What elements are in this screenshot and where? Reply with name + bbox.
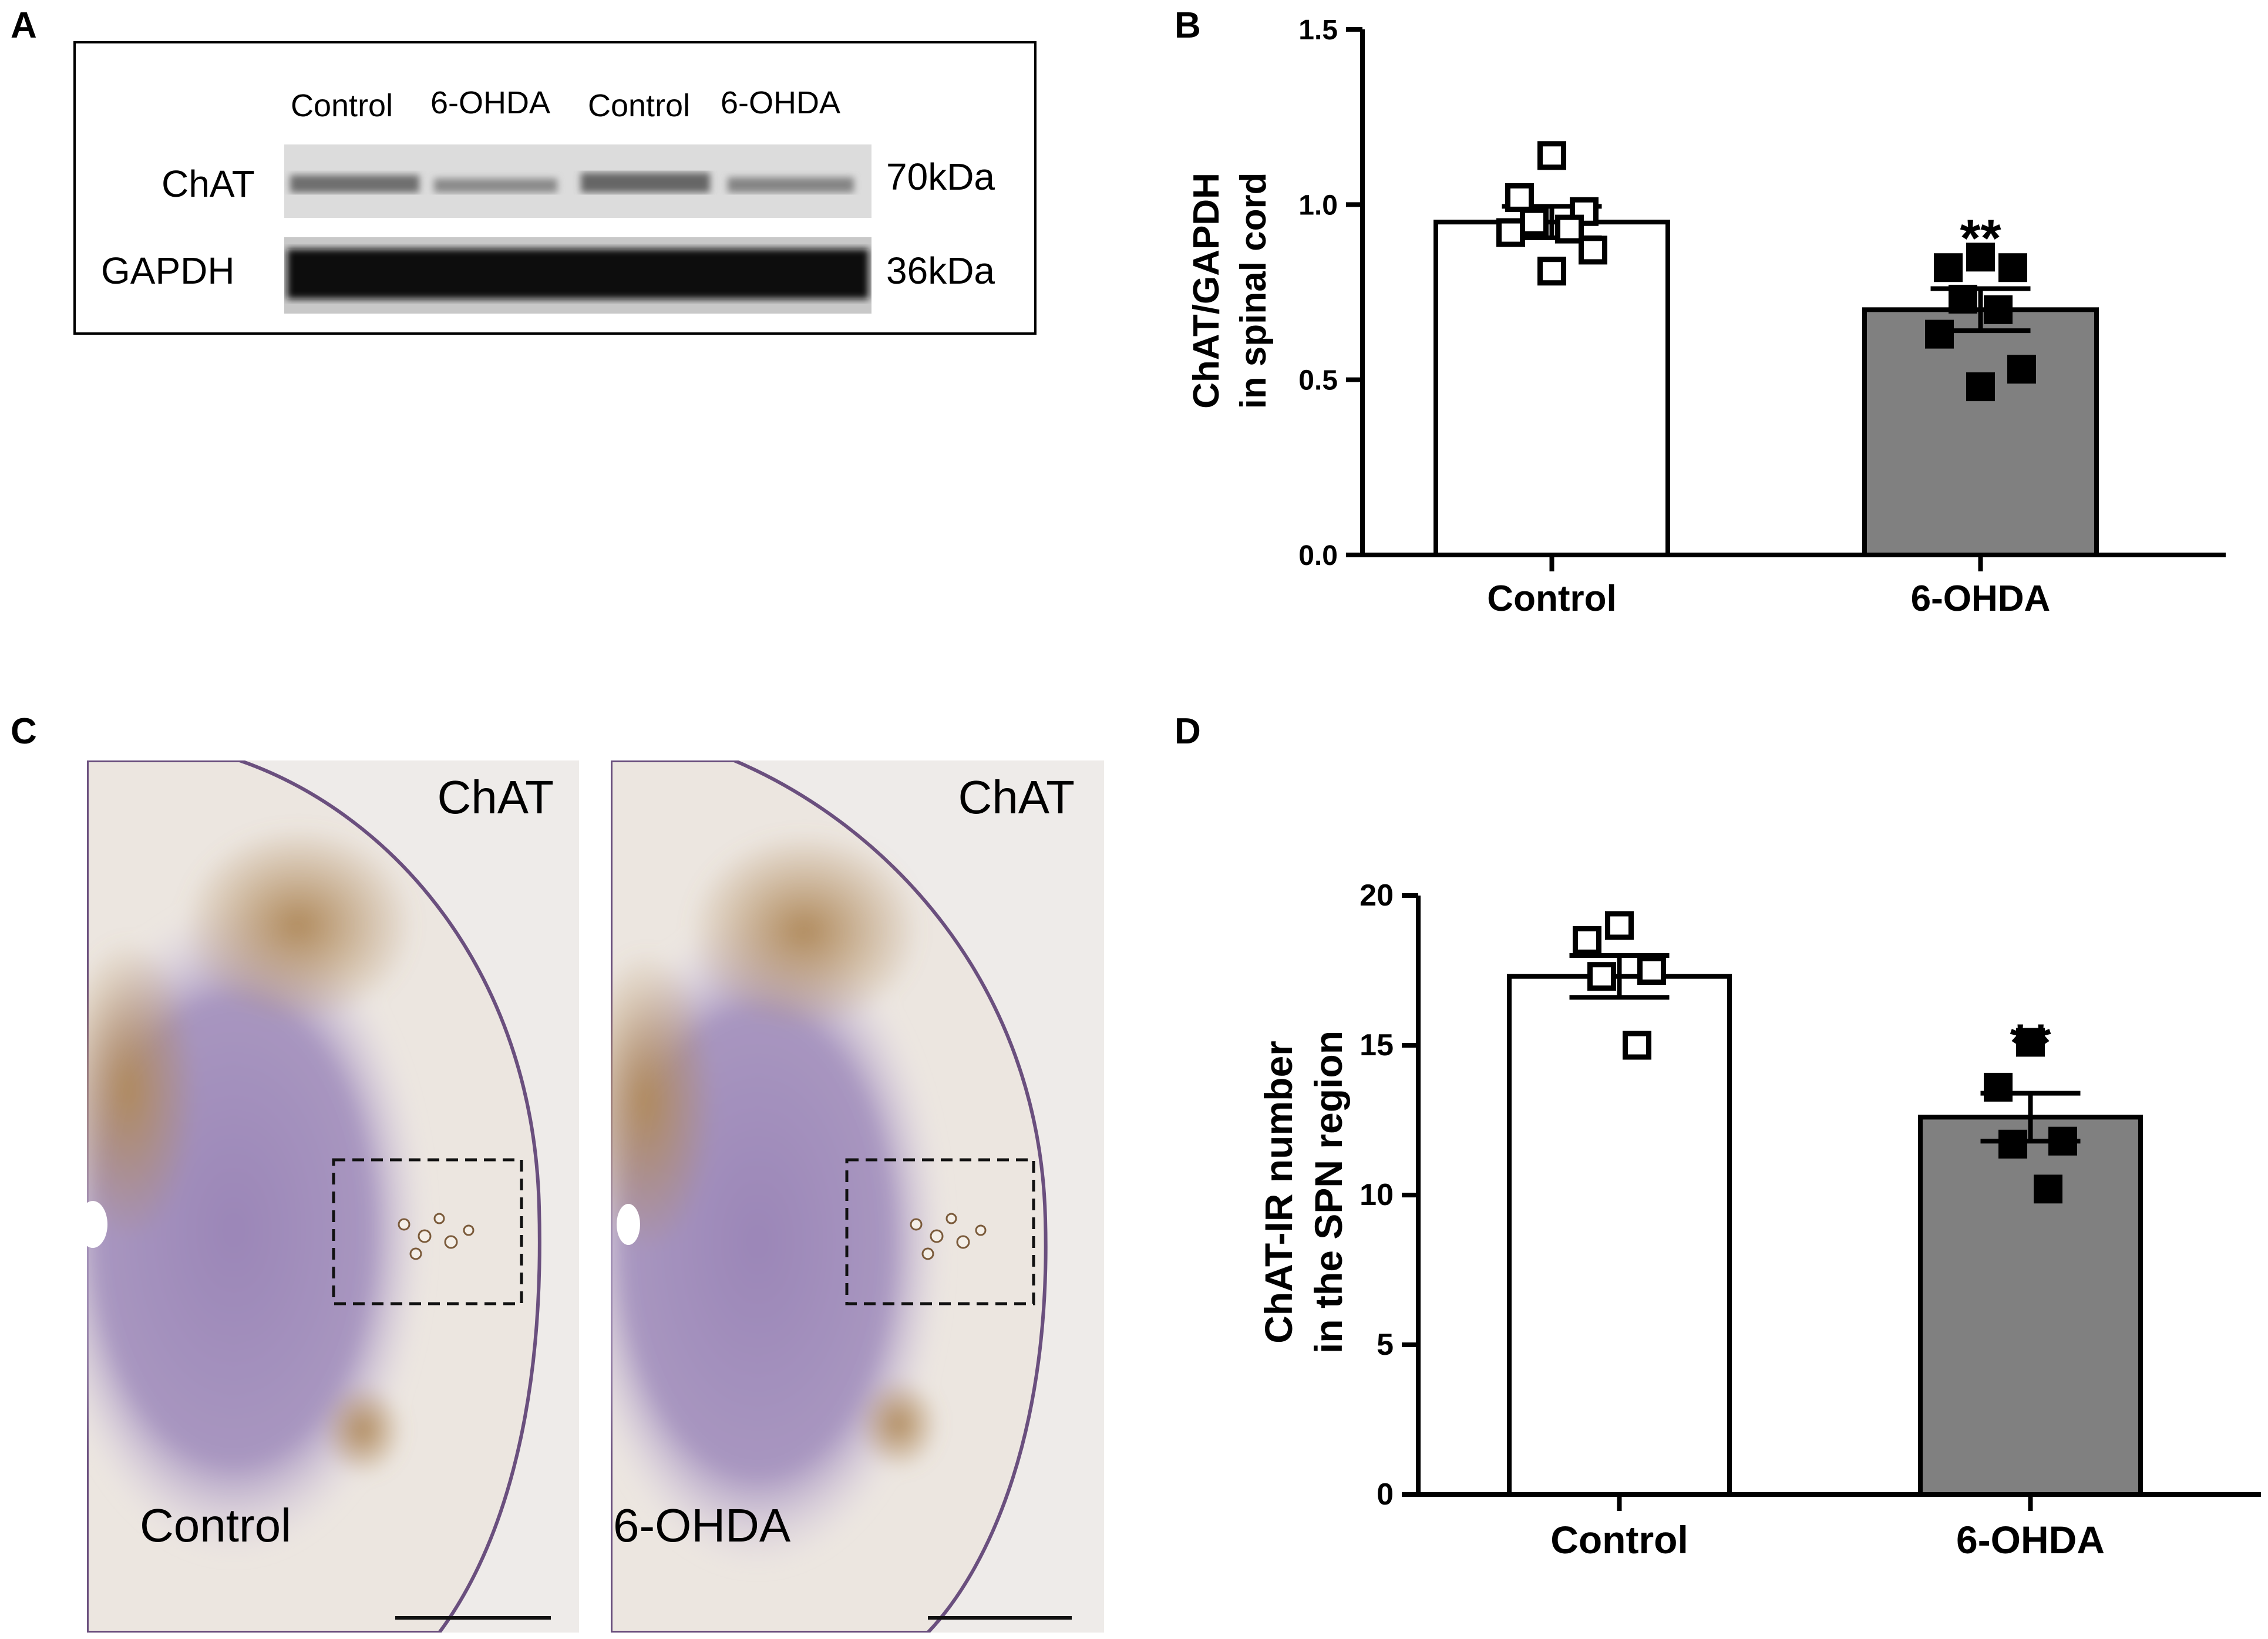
data-point: [1934, 253, 1963, 282]
data-point: [1605, 911, 1634, 940]
micrograph-group-label: Control: [140, 1499, 291, 1552]
x-tick-label: 6-OHDA: [1911, 578, 2051, 619]
chat-band-strip: [284, 144, 871, 218]
chat-band: [728, 177, 854, 193]
panel-letter-b: B: [1175, 5, 1201, 46]
y-tick-label: 0.0: [1298, 540, 1338, 571]
x-tick-label: 6-OHDA: [1956, 1518, 2105, 1561]
data-point: [1949, 284, 1977, 314]
y-tick-label: 15: [1360, 1028, 1394, 1062]
data-point: [1925, 319, 1954, 349]
micrograph-stain-label: ChAT: [958, 771, 1075, 823]
kda-label-36: 36kDa: [886, 250, 995, 292]
y-axis-label: in the SPN region: [1307, 1031, 1350, 1354]
lane-label: 6-OHDA: [721, 85, 841, 120]
y-tick-label: 1.0: [1298, 190, 1338, 221]
spn-region-box: [332, 1158, 523, 1305]
x-tick-label: Control: [1550, 1518, 1688, 1561]
micrograph-6-ohda: ChAT 6-OHDA: [611, 760, 1104, 1633]
y-tick-label: 10: [1360, 1178, 1394, 1212]
chat-band: [290, 175, 419, 193]
data-point: [2034, 1174, 2062, 1204]
data-point: [1520, 207, 1549, 237]
y-tick-label: 20: [1360, 879, 1394, 913]
significance-label: **: [2010, 1014, 2051, 1073]
data-point: [1537, 141, 1566, 170]
y-tick-label: 0: [1377, 1478, 1394, 1512]
micrograph-control: ChAT Control: [87, 760, 579, 1633]
data-point: [1984, 1072, 2013, 1102]
spn-region-box: [845, 1158, 1035, 1305]
micrograph-group-label: 6-OHDA: [613, 1499, 791, 1552]
bar-control: [1507, 974, 1732, 1497]
gapdh-band: [287, 249, 869, 299]
data-point: [1587, 962, 1616, 991]
western-blot-panel: Control 6-OHDA Control 6-OHDA ChAT GAPDH…: [73, 41, 1037, 335]
data-point: [1637, 956, 1666, 985]
data-point: [2048, 1126, 2077, 1156]
row-label-gapdh: GAPDH: [101, 250, 235, 292]
lane-label: Control: [291, 88, 393, 123]
data-point: [1573, 926, 1601, 955]
chat-band: [581, 173, 710, 193]
y-axis-label: in spinal cord: [1233, 172, 1274, 409]
row-label-chat: ChAT: [161, 163, 255, 205]
bar-6-ohda: [1918, 1115, 2143, 1497]
y-tick-label: 0.5: [1298, 365, 1338, 396]
lane-label: 6-OHDA: [430, 85, 551, 120]
data-point: [1579, 235, 1607, 265]
bar-6-ohda: [1862, 307, 2099, 557]
chat-band: [434, 179, 557, 193]
chart-d: Control ** 6-OHDA 0 5 10 15 20 ChAT-IR number in …: [1257, 879, 2261, 1561]
y-tick-label: 1.5: [1298, 15, 1338, 46]
data-point: [1966, 372, 1995, 402]
chart-b: Control ** 6-OHDA 0.0 0.5 1.0 1.5 ChAT/GAPDH in …: [1186, 15, 2226, 619]
data-point: [1984, 295, 2013, 324]
data-point: [1505, 183, 1534, 212]
y-axis-label: ChAT-IR number: [1257, 1041, 1300, 1344]
panel-letter-d: D: [1175, 711, 1201, 752]
data-point: [1623, 1031, 1651, 1060]
data-point: [1966, 243, 1995, 272]
y-tick-label: 5: [1377, 1328, 1394, 1362]
data-point: [1998, 253, 2027, 282]
data-point: [1537, 257, 1566, 286]
kda-label-70: 70kDa: [886, 156, 995, 198]
micrograph-stain-label: ChAT: [437, 771, 554, 823]
panel-letter-c: C: [11, 711, 37, 752]
data-point: [1496, 218, 1525, 247]
x-tick-label: Control: [1487, 578, 1616, 619]
significance-label: **: [1960, 210, 2001, 268]
data-point: [1998, 1129, 2027, 1159]
data-point: [2016, 1028, 2045, 1057]
data-point: [1555, 214, 1584, 244]
lane-label: Control: [588, 88, 691, 123]
panel-letter-a: A: [11, 5, 37, 46]
gapdh-band-strip: [284, 237, 871, 314]
y-axis-label: ChAT/GAPDH: [1186, 173, 1227, 409]
data-point: [2007, 355, 2036, 384]
